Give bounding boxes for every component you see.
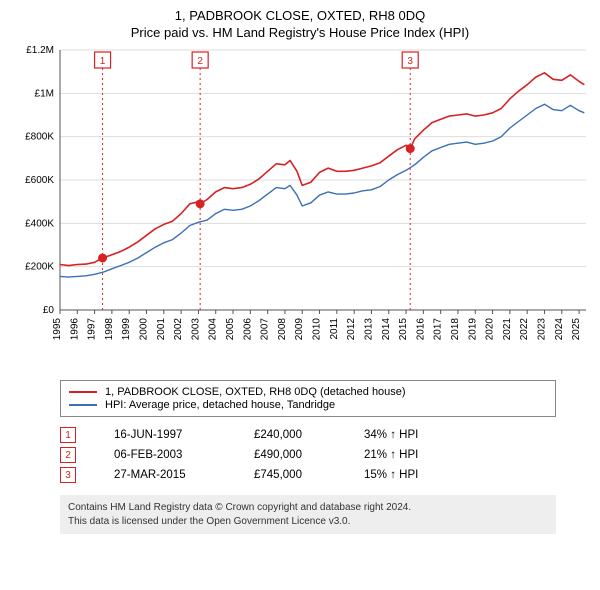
svg-text:1997: 1997 (87, 318, 98, 341)
chart-container: 1, PADBROOK CLOSE, OXTED, RH8 0DQ Price … (0, 0, 600, 542)
svg-text:1998: 1998 (104, 318, 115, 341)
svg-text:2023: 2023 (536, 318, 547, 341)
sale-price: £490,000 (254, 449, 364, 461)
legend-item: 1, PADBROOK CLOSE, OXTED, RH8 0DQ (detac… (69, 386, 547, 398)
svg-text:2014: 2014 (381, 318, 392, 341)
svg-text:2024: 2024 (554, 318, 565, 341)
legend: 1, PADBROOK CLOSE, OXTED, RH8 0DQ (detac… (60, 380, 556, 417)
svg-text:2015: 2015 (398, 318, 409, 341)
svg-text:2022: 2022 (519, 318, 530, 341)
sales-table: 1 16-JUN-1997£240,00034% ↑ HPI 2 06-FEB-200… (60, 427, 556, 483)
sale-price: £240,000 (254, 429, 364, 441)
sales-row: 2 06-FEB-2003£490,00021% ↑ HPI (60, 447, 556, 463)
sale-date: 06-FEB-2003 (114, 449, 254, 461)
svg-text:2018: 2018 (450, 318, 461, 341)
title-subtitle: Price paid vs. HM Land Registry's House … (8, 25, 592, 40)
sale-diff: 21% ↑ HPI (364, 449, 474, 461)
svg-text:2003: 2003 (190, 318, 201, 341)
sale-price: £745,000 (254, 469, 364, 481)
svg-text:1995: 1995 (52, 318, 63, 341)
svg-text:3: 3 (407, 56, 413, 67)
svg-text:2006: 2006 (242, 318, 253, 341)
svg-text:2004: 2004 (208, 318, 219, 341)
svg-text:2020: 2020 (485, 318, 496, 341)
legend-label: 1, PADBROOK CLOSE, OXTED, RH8 0DQ (detac… (105, 386, 406, 398)
svg-text:2025: 2025 (571, 318, 582, 341)
svg-text:£400K: £400K (25, 218, 54, 229)
svg-text:2011: 2011 (329, 318, 340, 340)
svg-text:2007: 2007 (260, 318, 271, 341)
svg-text:£800K: £800K (25, 132, 54, 143)
sale-date: 16-JUN-1997 (114, 429, 254, 441)
sale-diff: 34% ↑ HPI (364, 429, 474, 441)
chart-svg: £0 £200K £400K £600K £800K £1M £1.2M 1995 1996 19… (8, 44, 592, 374)
svg-text:2012: 2012 (346, 318, 357, 341)
svg-text:1: 1 (100, 56, 106, 67)
svg-text:2001: 2001 (156, 318, 167, 341)
sale-badge: 2 (60, 447, 76, 463)
svg-text:2005: 2005 (225, 318, 236, 341)
svg-text:£1.2M: £1.2M (26, 45, 54, 56)
title-address: 1, PADBROOK CLOSE, OXTED, RH8 0DQ (8, 8, 592, 23)
legend-swatch (69, 391, 97, 393)
svg-text:1999: 1999 (121, 318, 132, 341)
svg-text:1996: 1996 (69, 318, 80, 341)
svg-text:2008: 2008 (277, 318, 288, 341)
attribution-line: Contains HM Land Registry data © Crown c… (68, 501, 548, 515)
svg-text:2002: 2002 (173, 318, 184, 341)
chart: £0 £200K £400K £600K £800K £1M £1.2M 1995 1996 19… (8, 44, 592, 374)
svg-text:2000: 2000 (139, 318, 150, 341)
legend-item: HPI: Average price, detached house, Tand… (69, 399, 547, 411)
svg-text:2017: 2017 (433, 318, 444, 341)
svg-text:£0: £0 (43, 305, 55, 316)
legend-label: HPI: Average price, detached house, Tand… (105, 399, 335, 411)
sale-badge: 1 (60, 427, 76, 443)
sales-row: 1 16-JUN-1997£240,00034% ↑ HPI (60, 427, 556, 443)
svg-text:2016: 2016 (415, 318, 426, 341)
attribution: Contains HM Land Registry data © Crown c… (60, 495, 556, 534)
svg-text:£1M: £1M (35, 88, 54, 99)
legend-swatch (69, 404, 97, 406)
svg-text:£200K: £200K (25, 262, 54, 273)
svg-text:£600K: £600K (25, 175, 54, 186)
svg-text:2019: 2019 (467, 318, 478, 341)
svg-text:2: 2 (197, 56, 203, 67)
sale-badge: 3 (60, 467, 76, 483)
sale-diff: 15% ↑ HPI (364, 469, 474, 481)
svg-text:2009: 2009 (294, 318, 305, 341)
svg-text:2021: 2021 (502, 318, 513, 341)
sales-row: 3 27-MAR-2015£745,00015% ↑ HPI (60, 467, 556, 483)
sale-date: 27-MAR-2015 (114, 469, 254, 481)
attribution-line: This data is licensed under the Open Gov… (68, 515, 548, 529)
svg-text:2013: 2013 (363, 318, 374, 341)
svg-text:2010: 2010 (312, 318, 323, 341)
